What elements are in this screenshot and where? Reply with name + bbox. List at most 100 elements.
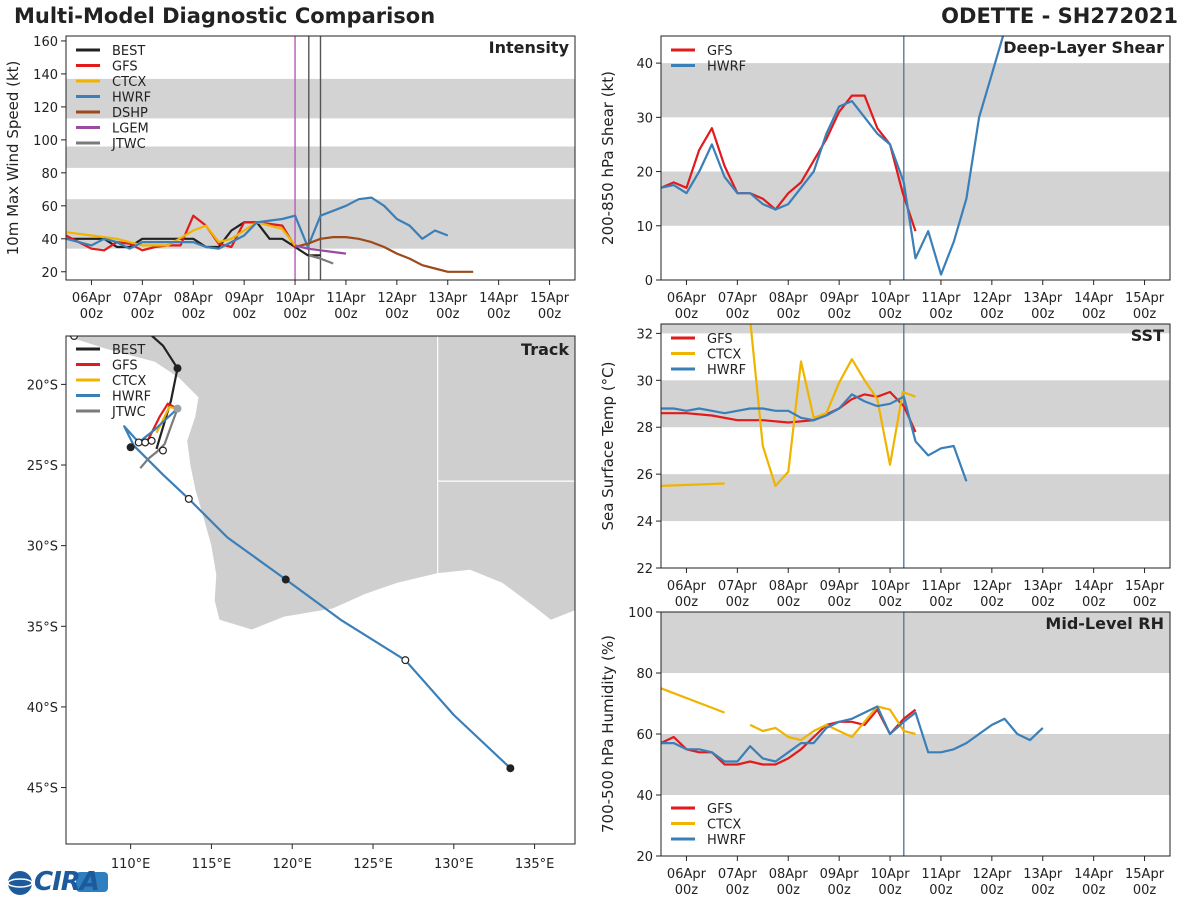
track-xtick-label: 115°E — [192, 857, 232, 872]
intensity-ytick-label: 80 — [41, 167, 58, 182]
rh-xtick-line: 14Apr — [1074, 867, 1114, 882]
shear-xtick-line: 08Apr — [769, 291, 809, 306]
sst-xtick-line: 00z — [1133, 595, 1157, 610]
rh-xtick-label: 14Apr 00z — [1074, 867, 1114, 898]
shear-xtick-line: 09Apr — [820, 291, 860, 306]
rh-xtick-line: 07Apr — [718, 867, 758, 882]
sst-xtick-label: 13Apr 00z — [1023, 579, 1063, 610]
page-title: Multi-Model Diagnostic Comparison — [14, 4, 436, 28]
globe-ring-icon — [7, 878, 33, 888]
sst-band-2 — [661, 324, 1170, 334]
shear-xtick-line: 06Apr — [667, 291, 707, 306]
sst-xtick-label: 15Apr 00z — [1125, 579, 1165, 610]
shear-xtick-label: 06Apr 00z — [667, 291, 707, 322]
intensity-legend-label-ctcx: CTCX — [112, 75, 146, 90]
sst-legend-label-hwrf: HWRF — [707, 363, 746, 378]
shear-xtick-label: 13Apr 00z — [1023, 291, 1063, 322]
intensity-xtick-label: 11Apr 00z — [326, 291, 366, 322]
shear-xtick-line: 00z — [980, 307, 1004, 322]
track-xtick-label: 110°E — [111, 857, 151, 872]
intensity-legend-label-lgem: LGEM — [112, 122, 149, 137]
rh-ytick-label: 80 — [636, 667, 653, 682]
track-frame — [65, 335, 576, 845]
rh-xtick-line: 09Apr — [820, 867, 860, 882]
sst-xtick-line: 10Apr — [871, 579, 911, 594]
intensity-xtick-label: 12Apr 00z — [377, 291, 417, 322]
intensity-xtick-label: 07Apr 00z — [123, 291, 163, 322]
rh-xtick-line: 11Apr — [921, 867, 961, 882]
rh-xtick-line: 06Apr — [667, 867, 707, 882]
intensity-xtick-line: 09Apr — [225, 291, 265, 306]
intensity-xtick-line: 00z — [538, 307, 562, 322]
intensity-plot-area — [66, 36, 575, 280]
rh-series-ctcx-1 — [661, 687, 725, 714]
intensity-xtick-line: 10Apr — [276, 291, 316, 306]
rh-xtick-label: 06Apr 00z — [667, 867, 707, 898]
track-marker-3 — [134, 438, 143, 447]
intensity-xtick-line: 00z — [283, 307, 307, 322]
intensity-xtick-line: 00z — [80, 307, 104, 322]
sst-xtick-label: 11Apr 00z — [921, 579, 961, 610]
intensity-series-lgem-5 — [294, 244, 347, 255]
rh-xtick-line: 00z — [929, 883, 953, 898]
cira-logo-graphic — [7, 871, 108, 895]
sst-series-ctcx-1 — [661, 482, 725, 487]
rh-xtick-line: 15Apr — [1125, 867, 1165, 882]
shear-xtick-line: 00z — [929, 307, 953, 322]
rh-plot-area — [661, 612, 1170, 856]
shear-band-0 — [661, 171, 1170, 226]
rh-legend-label-ctcx: CTCX — [707, 818, 741, 833]
track-legend-label-hwrf: HWRF — [112, 390, 151, 405]
track-marker-8 — [281, 575, 290, 584]
sst-title: SST — [1131, 326, 1164, 345]
intensity-xtick-line: 11Apr — [326, 291, 366, 306]
sst-xtick-line: 00z — [929, 595, 953, 610]
shear-xtick-line: 00z — [1082, 307, 1106, 322]
track-marker-1 — [173, 364, 182, 373]
track-title: Track — [521, 340, 569, 359]
rh-ytick-label: 40 — [636, 789, 653, 804]
intensity-xtick-line: 00z — [487, 307, 511, 322]
rh-title: Mid-Level RH — [1045, 614, 1164, 633]
sst-frame — [660, 323, 1171, 569]
intensity-xtick-line: 14Apr — [479, 291, 519, 306]
intensity-legend-label-jtwc: JTWC — [111, 137, 146, 152]
shear-xtick-line: 13Apr — [1023, 291, 1063, 306]
globe-icon — [8, 871, 32, 895]
intensity-xtick-label: 13Apr 00z — [428, 291, 468, 322]
track-marker-2 — [126, 443, 135, 452]
shear-xtick-label: 11Apr 00z — [921, 291, 961, 322]
cira-logo: CIRA — [4, 866, 114, 898]
track-ytick-label: 40°S — [27, 701, 58, 716]
sst-xtick-line: 15Apr — [1125, 579, 1165, 594]
rh-xtick-line: 00z — [1133, 883, 1157, 898]
rh-xtick-line: 00z — [1031, 883, 1055, 898]
sst-plot-area — [661, 324, 1170, 568]
intensity-legend-label-best: BEST — [112, 44, 145, 59]
rh-band-0 — [661, 734, 1170, 795]
intensity-ytick-label: 120 — [33, 101, 58, 116]
storm-id-title: ODETTE - SH272021 — [941, 4, 1178, 28]
sst-ytick-label: 28 — [636, 421, 653, 436]
rh-band-1 — [661, 612, 1170, 673]
intensity-xtick-line: 00z — [232, 307, 256, 322]
intensity-xtick-line: 13Apr — [428, 291, 468, 306]
rh-xtick-label: 12Apr 00z — [972, 867, 1012, 898]
shear-xtick-label: 10Apr 00z — [871, 291, 911, 322]
intensity-xtick-line: 00z — [131, 307, 155, 322]
shear-series-gfs-0 — [661, 94, 917, 232]
rh-xtick-line: 00z — [675, 883, 699, 898]
track-legend-label-gfs: GFS — [112, 359, 138, 374]
sst-legend-label-ctcx: CTCX — [707, 348, 741, 363]
rh-xtick-line: 00z — [726, 883, 750, 898]
rh-xtick-line: 13Apr — [1023, 867, 1063, 882]
track-ytick-label: 45°S — [27, 782, 58, 797]
rh-xtick-label: 11Apr 00z — [921, 867, 961, 898]
australia-landmass — [66, 336, 575, 630]
sst-ytick-label: 30 — [636, 374, 653, 389]
sst-xtick-line: 00z — [878, 595, 902, 610]
